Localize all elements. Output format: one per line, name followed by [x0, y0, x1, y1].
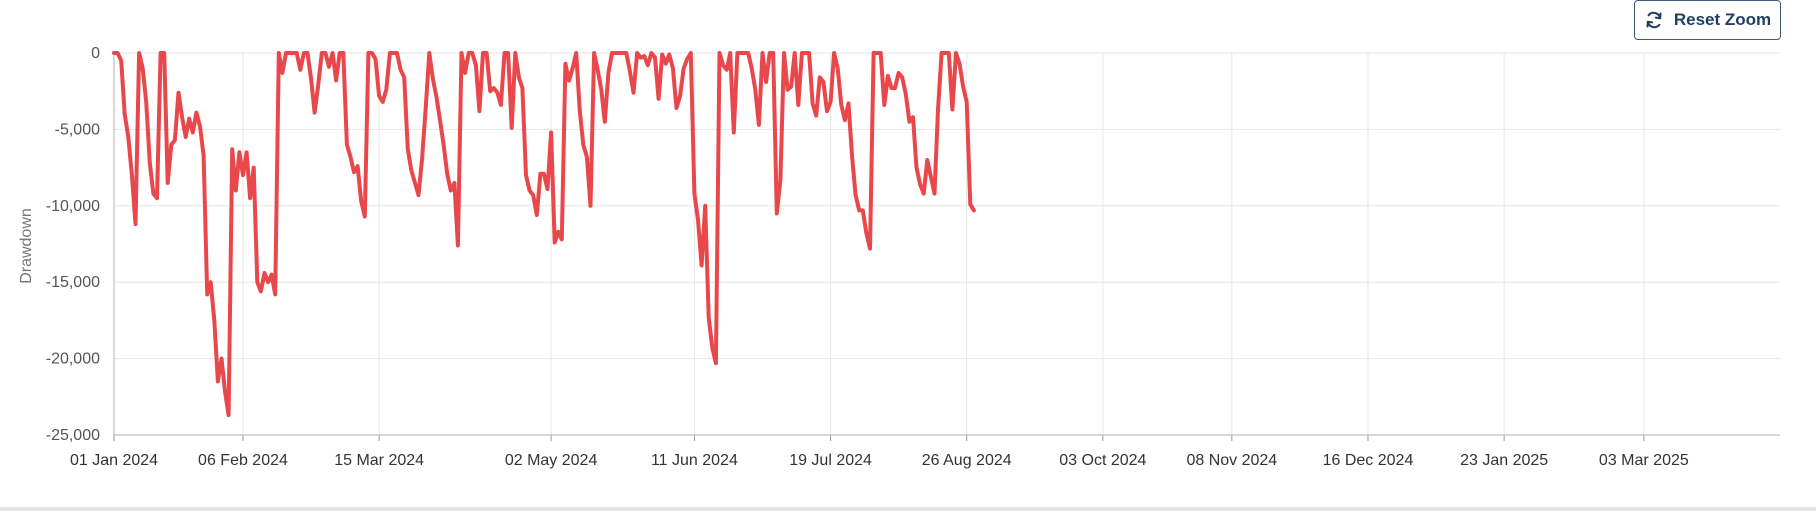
- x-tick-label: 03 Mar 2025: [1599, 452, 1689, 469]
- axes: [113, 53, 1780, 441]
- y-axis-title: Drawdown: [18, 208, 35, 284]
- y-tick-label: -5,000: [55, 121, 100, 138]
- x-tick-label: 01 Jan 2024: [70, 452, 158, 469]
- x-tick-label: 11 Jun 2024: [651, 452, 738, 469]
- x-axis-ticks: 01 Jan 2024 06 Feb 2024 15 Mar 2024 02 May …: [70, 452, 1689, 469]
- y-tick-label: -25,000: [46, 427, 100, 444]
- grid: [113, 52, 1780, 436]
- reset-zoom-button[interactable]: Reset Zoom: [1634, 0, 1781, 40]
- x-tick-label: 16 Dec 2024: [1323, 452, 1414, 469]
- refresh-icon: [1646, 11, 1662, 29]
- y-tick-label: 0: [91, 45, 100, 62]
- x-tick-label: 23 Jan 2025: [1460, 452, 1548, 469]
- y-axis-ticks: 0 -5,000 -10,000 -15,000 -20,000 -25,000: [46, 45, 100, 444]
- x-tick-label: 08 Nov 2024: [1186, 452, 1277, 469]
- x-tick-label: 15 Mar 2024: [334, 452, 424, 469]
- x-tick-label: 03 Oct 2024: [1059, 452, 1146, 469]
- reset-zoom-label: Reset Zoom: [1673, 10, 1772, 29]
- series-layer: [112, 51, 976, 418]
- x-tick-label: 02 May 2024: [505, 452, 598, 469]
- bottom-divider: [0, 507, 1816, 511]
- y-tick-label: -10,000: [46, 198, 100, 215]
- y-tick-label: -20,000: [46, 351, 100, 368]
- drawdown-series-line: [112, 51, 976, 418]
- y-tick-label: -15,000: [46, 274, 100, 291]
- x-tick-label: 06 Feb 2024: [198, 452, 288, 469]
- x-tick-label: 26 Aug 2024: [922, 452, 1012, 469]
- x-tick-label: 19 Jul 2024: [789, 452, 872, 469]
